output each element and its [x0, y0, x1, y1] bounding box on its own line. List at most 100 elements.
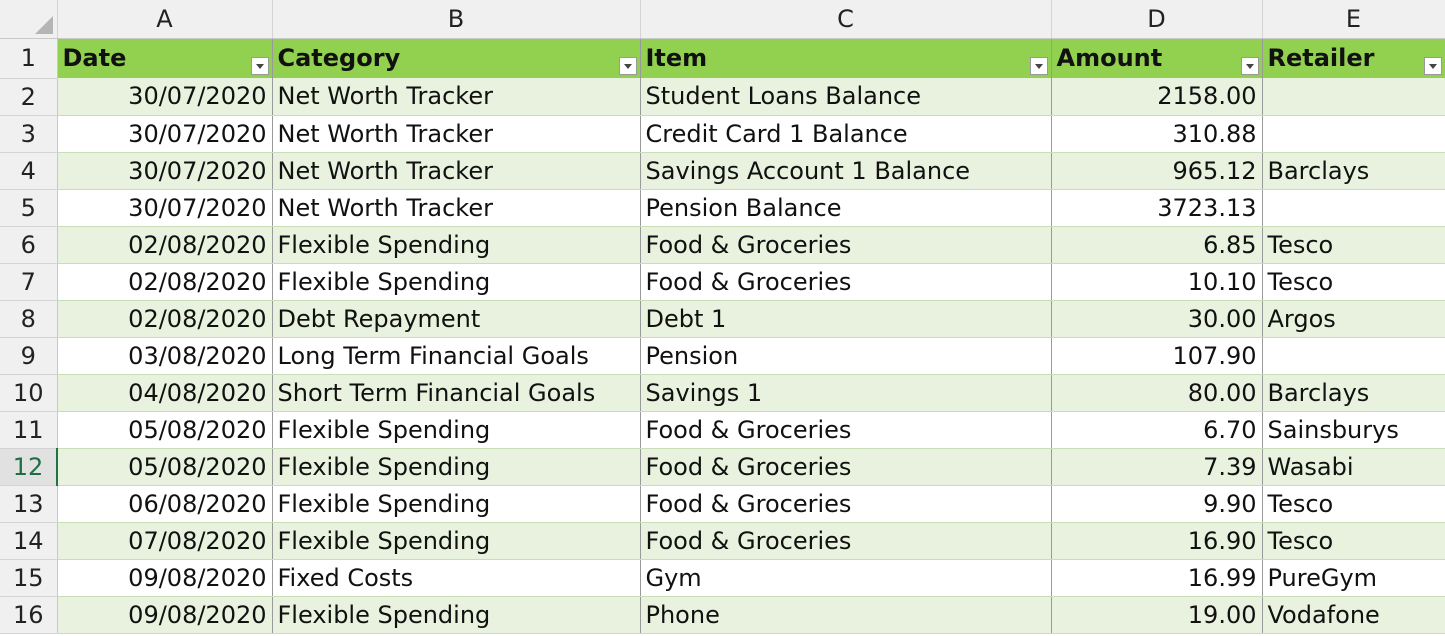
category-cell[interactable]: Long Term Financial Goals — [272, 337, 641, 375]
column-header-e[interactable]: E — [1262, 0, 1445, 39]
category-cell[interactable]: Flexible Spending — [272, 226, 641, 264]
retailer-cell[interactable] — [1262, 189, 1445, 227]
retailer-cell[interactable]: Tesco — [1262, 263, 1445, 301]
category-cell[interactable]: Net Worth Tracker — [272, 115, 641, 153]
retailer-cell[interactable]: Wasabi — [1262, 448, 1445, 486]
row-header[interactable]: 12 — [0, 448, 58, 486]
retailer-cell[interactable]: Sainsburys — [1262, 411, 1445, 449]
retailer-cell[interactable]: Barclays — [1262, 152, 1445, 190]
date-cell[interactable]: 02/08/2020 — [57, 263, 273, 301]
amount-cell[interactable]: 9.90 — [1051, 485, 1263, 523]
row-header[interactable]: 3 — [0, 115, 58, 153]
retailer-cell[interactable]: Argos — [1262, 300, 1445, 338]
amount-cell[interactable]: 310.88 — [1051, 115, 1263, 153]
amount-cell[interactable]: 7.39 — [1051, 448, 1263, 486]
row-header[interactable]: 1 — [0, 38, 58, 79]
row-header[interactable]: 9 — [0, 337, 58, 375]
header-cell-date[interactable]: Date — [57, 38, 273, 78]
retailer-cell[interactable] — [1262, 337, 1445, 375]
date-cell[interactable]: 02/08/2020 — [57, 226, 273, 264]
amount-cell[interactable]: 10.10 — [1051, 263, 1263, 301]
item-cell[interactable]: Pension Balance — [640, 189, 1052, 227]
filter-dropdown-icon[interactable] — [1029, 57, 1048, 75]
amount-cell[interactable]: 19.00 — [1051, 596, 1263, 634]
row-header[interactable]: 2 — [0, 78, 58, 116]
date-cell[interactable]: 30/07/2020 — [57, 115, 273, 153]
category-cell[interactable]: Flexible Spending — [272, 448, 641, 486]
row-header[interactable]: 5 — [0, 189, 58, 227]
row-header[interactable]: 7 — [0, 263, 58, 301]
item-cell[interactable]: Credit Card 1 Balance — [640, 115, 1052, 153]
filter-dropdown-icon[interactable] — [618, 57, 637, 75]
filter-dropdown-icon[interactable] — [1423, 57, 1442, 75]
amount-cell[interactable]: 107.90 — [1051, 337, 1263, 375]
date-cell[interactable]: 02/08/2020 — [57, 300, 273, 338]
category-cell[interactable]: Net Worth Tracker — [272, 152, 641, 190]
header-cell-item[interactable]: Item — [640, 38, 1052, 78]
category-cell[interactable]: Net Worth Tracker — [272, 189, 641, 227]
date-cell[interactable]: 05/08/2020 — [57, 411, 273, 449]
retailer-cell[interactable]: Tesco — [1262, 226, 1445, 264]
item-cell[interactable]: Savings Account 1 Balance — [640, 152, 1052, 190]
header-cell-category[interactable]: Category — [272, 38, 641, 78]
category-cell[interactable]: Flexible Spending — [272, 485, 641, 523]
item-cell[interactable]: Student Loans Balance — [640, 78, 1052, 116]
column-header-c[interactable]: C — [640, 0, 1052, 39]
item-cell[interactable]: Food & Groceries — [640, 522, 1052, 560]
date-cell[interactable]: 03/08/2020 — [57, 337, 273, 375]
row-header[interactable]: 13 — [0, 485, 58, 523]
date-cell[interactable]: 04/08/2020 — [57, 374, 273, 412]
filter-dropdown-icon[interactable] — [250, 57, 269, 75]
item-cell[interactable]: Pension — [640, 337, 1052, 375]
date-cell[interactable]: 30/07/2020 — [57, 152, 273, 190]
date-cell[interactable]: 09/08/2020 — [57, 596, 273, 634]
column-header-b[interactable]: B — [272, 0, 641, 39]
category-cell[interactable]: Debt Repayment — [272, 300, 641, 338]
category-cell[interactable]: Flexible Spending — [272, 522, 641, 560]
date-cell[interactable]: 05/08/2020 — [57, 448, 273, 486]
item-cell[interactable]: Food & Groceries — [640, 448, 1052, 486]
amount-cell[interactable]: 3723.13 — [1051, 189, 1263, 227]
date-cell[interactable]: 07/08/2020 — [57, 522, 273, 560]
retailer-cell[interactable] — [1262, 115, 1445, 153]
date-cell[interactable]: 09/08/2020 — [57, 559, 273, 597]
retailer-cell[interactable]: Tesco — [1262, 485, 1445, 523]
row-header[interactable]: 4 — [0, 152, 58, 190]
amount-cell[interactable]: 30.00 — [1051, 300, 1263, 338]
amount-cell[interactable]: 6.85 — [1051, 226, 1263, 264]
category-cell[interactable]: Fixed Costs — [272, 559, 641, 597]
row-header[interactable]: 15 — [0, 559, 58, 597]
amount-cell[interactable]: 965.12 — [1051, 152, 1263, 190]
row-header[interactable]: 10 — [0, 374, 58, 412]
date-cell[interactable]: 30/07/2020 — [57, 189, 273, 227]
retailer-cell[interactable]: Tesco — [1262, 522, 1445, 560]
column-header-d[interactable]: D — [1051, 0, 1263, 39]
header-cell-amount[interactable]: Amount — [1051, 38, 1263, 78]
item-cell[interactable]: Phone — [640, 596, 1052, 634]
amount-cell[interactable]: 16.90 — [1051, 522, 1263, 560]
item-cell[interactable]: Food & Groceries — [640, 263, 1052, 301]
category-cell[interactable]: Net Worth Tracker — [272, 78, 641, 116]
retailer-cell[interactable]: Barclays — [1262, 374, 1445, 412]
header-cell-retailer[interactable]: Retailer — [1262, 38, 1445, 78]
amount-cell[interactable]: 2158.00 — [1051, 78, 1263, 116]
row-header[interactable]: 11 — [0, 411, 58, 449]
amount-cell[interactable]: 80.00 — [1051, 374, 1263, 412]
date-cell[interactable]: 30/07/2020 — [57, 78, 273, 116]
item-cell[interactable]: Food & Groceries — [640, 485, 1052, 523]
item-cell[interactable]: Food & Groceries — [640, 411, 1052, 449]
item-cell[interactable]: Gym — [640, 559, 1052, 597]
category-cell[interactable]: Flexible Spending — [272, 263, 641, 301]
item-cell[interactable]: Debt 1 — [640, 300, 1052, 338]
category-cell[interactable]: Flexible Spending — [272, 411, 641, 449]
filter-dropdown-icon[interactable] — [1240, 57, 1259, 75]
row-header[interactable]: 14 — [0, 522, 58, 560]
retailer-cell[interactable]: Vodafone — [1262, 596, 1445, 634]
amount-cell[interactable]: 6.70 — [1051, 411, 1263, 449]
row-header[interactable]: 6 — [0, 226, 58, 264]
select-all-button[interactable] — [0, 0, 58, 39]
row-header[interactable]: 16 — [0, 596, 58, 634]
category-cell[interactable]: Flexible Spending — [272, 596, 641, 634]
item-cell[interactable]: Savings 1 — [640, 374, 1052, 412]
row-header[interactable]: 8 — [0, 300, 58, 338]
